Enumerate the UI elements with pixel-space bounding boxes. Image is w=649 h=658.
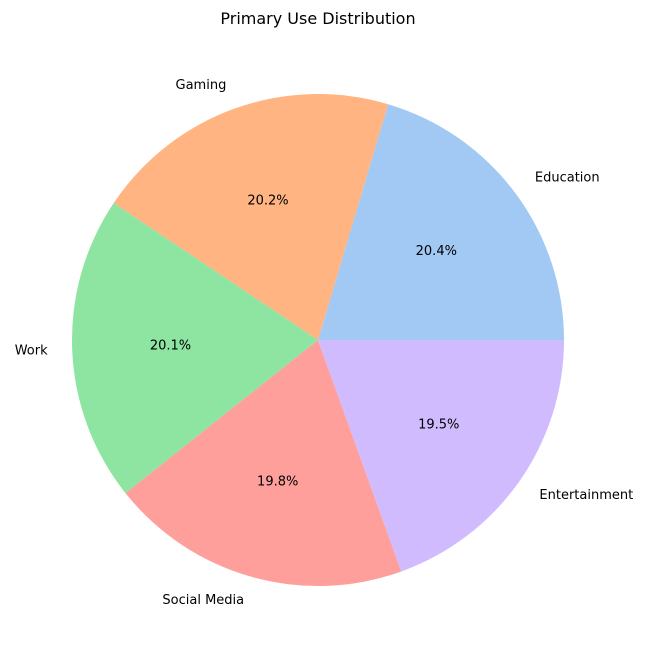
chart-title: Primary Use Distribution bbox=[220, 9, 415, 28]
slice-gaming bbox=[113, 93, 389, 340]
pie-labels: Education 20.4% Gaming 20.2% Work 20.1% Social… bbox=[15, 78, 634, 608]
slice-education bbox=[318, 104, 564, 340]
slice-label-education: Education bbox=[535, 171, 600, 186]
pct-label-entertainment: 19.5% bbox=[418, 417, 459, 432]
slice-label-work: Work bbox=[15, 344, 48, 359]
pct-label-social-media: 19.8% bbox=[257, 474, 298, 489]
pct-label-education: 20.4% bbox=[416, 244, 457, 259]
pie-slices bbox=[72, 93, 564, 586]
slice-entertainment bbox=[318, 340, 564, 572]
slice-label-gaming: Gaming bbox=[176, 78, 227, 93]
slice-label-entertainment: Entertainment bbox=[539, 488, 633, 503]
slice-social-media bbox=[125, 340, 402, 586]
pct-label-gaming: 20.2% bbox=[247, 194, 288, 209]
pct-label-work: 20.1% bbox=[150, 339, 191, 354]
slice-work bbox=[72, 203, 318, 494]
slice-label-social-media: Social Media bbox=[162, 593, 244, 608]
